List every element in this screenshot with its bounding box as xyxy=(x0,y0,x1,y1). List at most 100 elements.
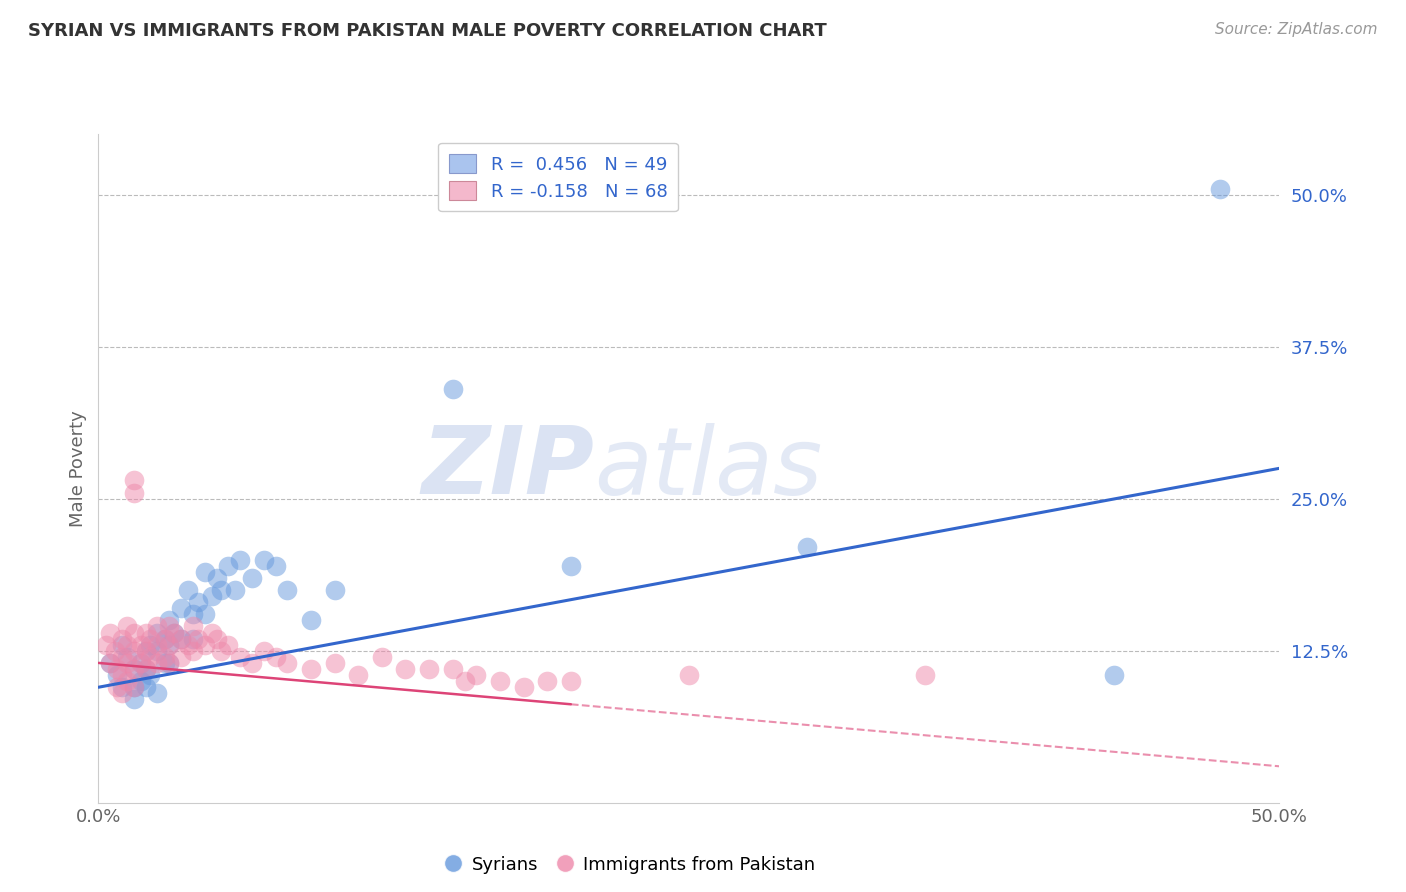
Point xyxy=(205,632,228,646)
Point xyxy=(187,632,209,646)
Point xyxy=(441,662,464,676)
Point xyxy=(201,589,224,603)
Point xyxy=(135,662,157,676)
Text: atlas: atlas xyxy=(595,423,823,514)
Text: ZIP: ZIP xyxy=(422,422,595,515)
Point xyxy=(181,607,204,622)
Point xyxy=(139,638,162,652)
Point xyxy=(371,649,394,664)
Point xyxy=(1209,181,1232,195)
Point xyxy=(115,638,138,652)
Point xyxy=(122,644,145,658)
Point xyxy=(170,632,193,646)
Point xyxy=(201,625,224,640)
Point xyxy=(209,644,232,658)
Point xyxy=(253,644,276,658)
Point xyxy=(441,382,464,396)
Point xyxy=(276,582,298,597)
Point xyxy=(122,662,145,676)
Point xyxy=(194,638,217,652)
Point xyxy=(157,619,180,633)
Point xyxy=(153,632,176,646)
Point xyxy=(276,656,298,670)
Point xyxy=(146,638,169,652)
Point xyxy=(129,674,152,689)
Point xyxy=(194,607,217,622)
Point xyxy=(157,613,180,627)
Text: SYRIAN VS IMMIGRANTS FROM PAKISTAN MALE POVERTY CORRELATION CHART: SYRIAN VS IMMIGRANTS FROM PAKISTAN MALE … xyxy=(28,22,827,40)
Point xyxy=(146,619,169,633)
Point xyxy=(115,674,138,689)
Point xyxy=(153,632,176,646)
Point xyxy=(111,668,134,682)
Point xyxy=(194,565,217,579)
Point xyxy=(122,625,145,640)
Point xyxy=(224,582,246,597)
Point xyxy=(323,582,346,597)
Point xyxy=(94,638,117,652)
Point xyxy=(153,656,176,670)
Point xyxy=(139,632,162,646)
Point xyxy=(489,674,512,689)
Point xyxy=(122,485,145,500)
Point xyxy=(157,638,180,652)
Point xyxy=(129,638,152,652)
Point xyxy=(146,625,169,640)
Point xyxy=(135,644,157,658)
Point xyxy=(105,662,128,676)
Point xyxy=(163,625,186,640)
Point xyxy=(115,649,138,664)
Point xyxy=(157,656,180,670)
Legend: Syrians, Immigrants from Pakistan: Syrians, Immigrants from Pakistan xyxy=(437,848,823,880)
Point xyxy=(170,601,193,615)
Point xyxy=(129,656,152,670)
Point xyxy=(465,668,488,682)
Point xyxy=(98,656,121,670)
Point xyxy=(98,625,121,640)
Point xyxy=(181,632,204,646)
Point xyxy=(111,686,134,700)
Point xyxy=(177,638,200,652)
Point xyxy=(240,656,263,670)
Point xyxy=(135,662,157,676)
Point xyxy=(163,625,186,640)
Point xyxy=(253,552,276,566)
Point xyxy=(135,644,157,658)
Point xyxy=(170,649,193,664)
Point xyxy=(111,632,134,646)
Point xyxy=(299,662,322,676)
Point xyxy=(111,680,134,694)
Point xyxy=(157,656,180,670)
Point xyxy=(914,668,936,682)
Point xyxy=(181,619,204,633)
Point xyxy=(229,649,252,664)
Point xyxy=(453,674,475,689)
Point xyxy=(105,680,128,694)
Point xyxy=(135,625,157,640)
Point xyxy=(135,680,157,694)
Point xyxy=(264,649,287,664)
Point xyxy=(394,662,416,676)
Point xyxy=(347,668,370,682)
Point xyxy=(323,656,346,670)
Point xyxy=(418,662,440,676)
Point xyxy=(122,692,145,706)
Point xyxy=(229,552,252,566)
Point xyxy=(299,613,322,627)
Point xyxy=(170,632,193,646)
Point xyxy=(264,558,287,573)
Point xyxy=(560,674,582,689)
Point xyxy=(105,668,128,682)
Point xyxy=(1102,668,1125,682)
Point xyxy=(240,571,263,585)
Point xyxy=(146,644,169,658)
Point xyxy=(205,571,228,585)
Point xyxy=(177,582,200,597)
Point xyxy=(98,656,121,670)
Point xyxy=(146,686,169,700)
Point xyxy=(115,656,138,670)
Point xyxy=(536,674,558,689)
Point xyxy=(217,638,239,652)
Point xyxy=(146,656,169,670)
Point xyxy=(181,644,204,658)
